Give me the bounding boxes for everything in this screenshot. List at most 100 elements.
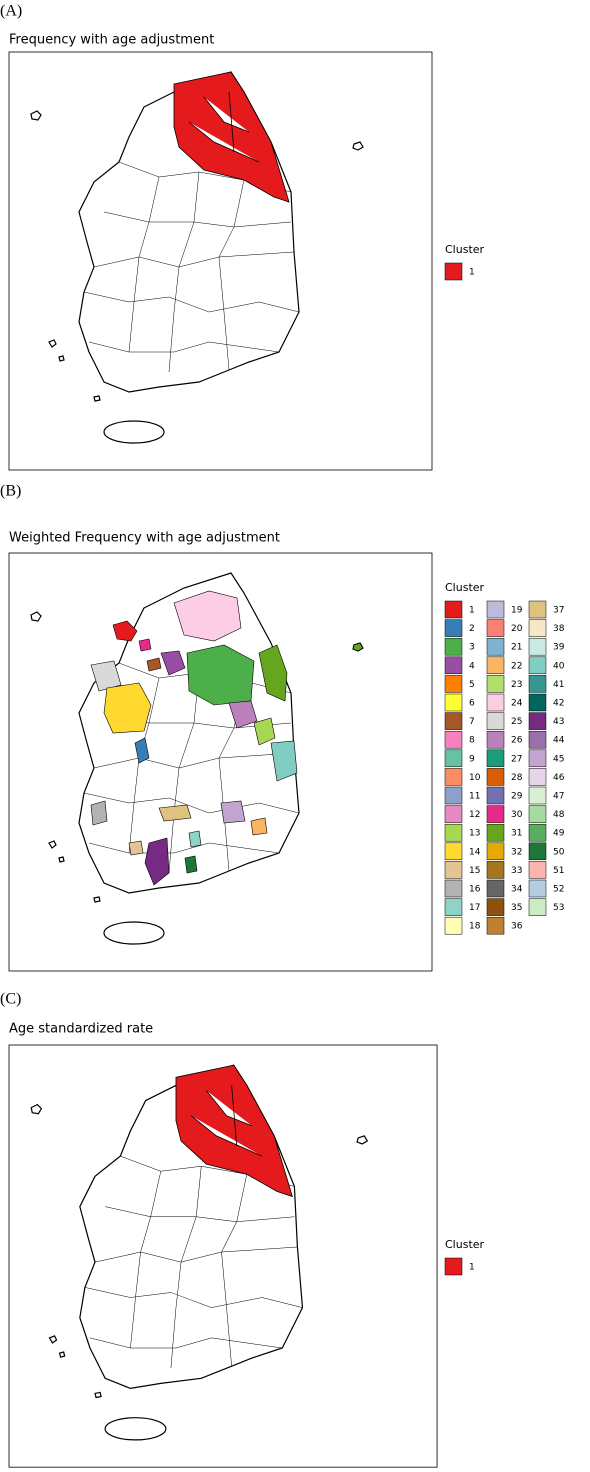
cluster-region [253,717,276,746]
cluster-region [173,590,242,642]
legend-swatch [444,749,463,768]
legend-label: 39 [553,643,565,653]
legend-swatch [528,768,547,786]
legend-swatch [444,619,463,637]
legend-swatch [444,805,463,823]
legend-label: 50 [553,847,565,857]
legend-swatch [528,693,547,712]
legend-swatch [528,656,547,675]
legend-swatch [486,675,505,693]
cluster-region [250,817,268,836]
cluster-region [184,855,198,874]
cluster-region [228,700,258,729]
legend-swatch [486,879,505,898]
legend-swatch [486,730,505,749]
cluster-region [90,800,108,826]
legend-label: 11 [469,792,480,802]
legend-swatch [444,786,463,805]
panel-title: Frequency with age adjustment [9,33,214,48]
legend-label: 21 [511,643,522,653]
legend-swatch [486,898,505,916]
legend-label: 13 [469,829,480,839]
legend-swatch [528,600,547,619]
legend-swatch [444,637,463,656]
legend-swatch [486,637,505,656]
legend-label: 16 [469,885,481,895]
legend-swatch [486,619,505,637]
panel-label: (C) [0,991,21,1008]
legend-label: 1 [469,1263,475,1273]
legend-swatch [528,730,547,749]
cluster-region [138,638,152,652]
panel-a-map [8,51,433,471]
legend-swatch [444,262,463,281]
legend-label: 41 [553,680,564,690]
legend-swatch [444,1257,463,1276]
legend-label: 48 [553,810,565,820]
cluster-region [146,657,162,672]
cluster-region [188,830,202,848]
legend-label: 24 [511,699,523,709]
legend-label: 45 [553,754,564,764]
legend-label: 31 [511,829,522,839]
legend-label: 37 [553,606,564,616]
legend-label: 33 [511,866,522,876]
legend-label: 4 [469,661,475,671]
legend-swatch [444,675,463,693]
cluster-region [270,740,298,782]
legend-title: Cluster [445,581,485,594]
legend-label: 10 [469,773,481,783]
legend-swatch [528,675,547,693]
legend-label: 52 [553,885,564,895]
legend-swatch [528,712,547,730]
legend-label: 36 [511,922,523,932]
panel-label: (A) [0,3,22,20]
legend-label: 17 [469,903,480,913]
legend-swatch [444,842,463,861]
legend-label: 12 [469,810,480,820]
legend-swatch [486,861,505,879]
legend-swatch [486,768,505,786]
legend-label: 3 [469,643,475,653]
legend-swatch [528,879,547,898]
legend-swatch [528,786,547,805]
legend-label: 53 [553,903,564,913]
panel-title: Weighted Frequency with age adjustment [9,531,280,546]
legend-swatch [444,768,463,786]
panel-label: (B) [0,483,21,500]
legend-swatch [444,898,463,916]
legend-swatch [486,656,505,675]
legend-swatch [486,693,505,712]
legend-swatch [528,861,547,879]
legend-label: 38 [553,624,565,634]
legend-label: 35 [511,903,522,913]
legend-swatch [528,823,547,842]
legend-title: Cluster [445,1238,485,1251]
legend-swatch [444,823,463,842]
legend-label: 43 [553,717,564,727]
legend-swatch [444,693,463,712]
legend-swatch [486,786,505,805]
legend-swatch [444,916,463,935]
panel-title: Age standardized rate [9,1022,153,1037]
legend-swatch [528,842,547,861]
legend-label: 30 [511,810,523,820]
legend-swatch [486,842,505,861]
legend-label: 2 [469,624,475,634]
legend-swatch [486,712,505,730]
legend-label: 5 [469,680,475,690]
legend-swatch [444,712,463,730]
legend-swatch [486,916,505,935]
legend-swatch [444,861,463,879]
cluster-region [144,837,170,886]
legend-swatch [528,805,547,823]
cluster-region [128,840,144,856]
legend-swatch [528,619,547,637]
legend-swatch [486,749,505,768]
legend-label: 26 [511,736,523,746]
legend-label: 7 [469,717,475,727]
legend-label: 29 [511,792,523,802]
cluster-region [90,660,122,692]
legend-label: 19 [511,606,523,616]
